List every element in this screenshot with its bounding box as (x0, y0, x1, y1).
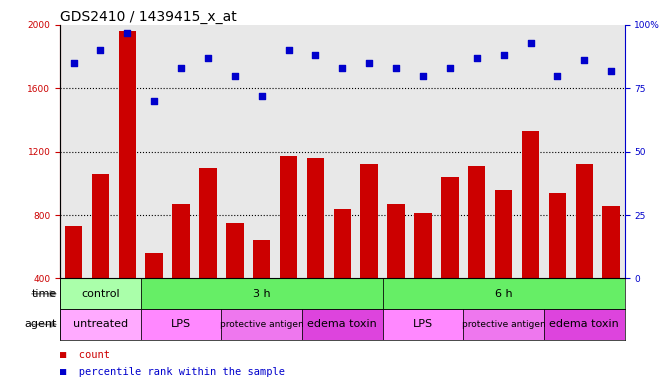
Text: LPS: LPS (171, 319, 191, 329)
Bar (387, 204, 405, 342)
Text: time: time (31, 289, 57, 299)
Bar (253, 240, 271, 342)
Point (68, 60, 79, 66)
Text: ■  count: ■ count (60, 350, 110, 360)
Text: agent: agent (25, 319, 57, 329)
Text: GDS2410 / 1439415_x_at: GDS2410 / 1439415_x_at (60, 10, 237, 24)
Bar (414, 214, 432, 342)
Bar (146, 253, 163, 342)
Text: 3 h: 3 h (253, 289, 271, 299)
Bar (172, 204, 190, 342)
FancyBboxPatch shape (221, 309, 302, 340)
Bar (361, 164, 378, 342)
Point (122, 30, 133, 36)
FancyBboxPatch shape (464, 309, 544, 340)
Point (391, 65, 401, 71)
FancyBboxPatch shape (544, 309, 625, 340)
Point (606, 68, 617, 74)
Bar (307, 158, 324, 342)
Text: protective antigen: protective antigen (462, 320, 546, 329)
Point (552, 73, 562, 79)
Text: untreated: untreated (73, 319, 128, 329)
Point (257, 93, 267, 99)
Point (579, 57, 590, 63)
Bar (65, 226, 82, 342)
Point (149, 98, 160, 104)
Point (364, 60, 375, 66)
Text: LPS: LPS (413, 319, 433, 329)
Text: control: control (81, 289, 120, 299)
Point (310, 52, 321, 58)
Point (498, 52, 509, 58)
Text: edema toxin: edema toxin (549, 319, 619, 329)
Point (472, 55, 482, 61)
Point (283, 47, 294, 53)
Bar (441, 177, 459, 342)
Point (525, 40, 536, 46)
Text: protective antigen: protective antigen (220, 320, 303, 329)
Text: 6 h: 6 h (495, 289, 512, 299)
FancyBboxPatch shape (141, 278, 383, 309)
FancyBboxPatch shape (60, 309, 141, 340)
Point (176, 65, 186, 71)
Point (95, 47, 106, 53)
Bar (333, 209, 351, 342)
FancyBboxPatch shape (383, 278, 625, 309)
FancyBboxPatch shape (141, 309, 221, 340)
FancyBboxPatch shape (383, 309, 464, 340)
Bar (548, 193, 566, 342)
Point (337, 65, 347, 71)
Bar (495, 190, 512, 342)
Bar (576, 164, 593, 342)
Bar (603, 205, 620, 342)
Bar (280, 156, 297, 342)
Bar (199, 167, 216, 342)
Point (418, 73, 428, 79)
Bar (468, 166, 486, 342)
Point (230, 73, 240, 79)
FancyBboxPatch shape (302, 309, 383, 340)
Bar (92, 174, 109, 342)
Bar (119, 31, 136, 342)
FancyBboxPatch shape (60, 278, 141, 309)
Bar (522, 131, 539, 342)
Text: ■  percentile rank within the sample: ■ percentile rank within the sample (60, 367, 285, 377)
Text: edema toxin: edema toxin (307, 319, 377, 329)
Bar (226, 223, 244, 342)
Point (444, 65, 455, 71)
Point (202, 55, 213, 61)
